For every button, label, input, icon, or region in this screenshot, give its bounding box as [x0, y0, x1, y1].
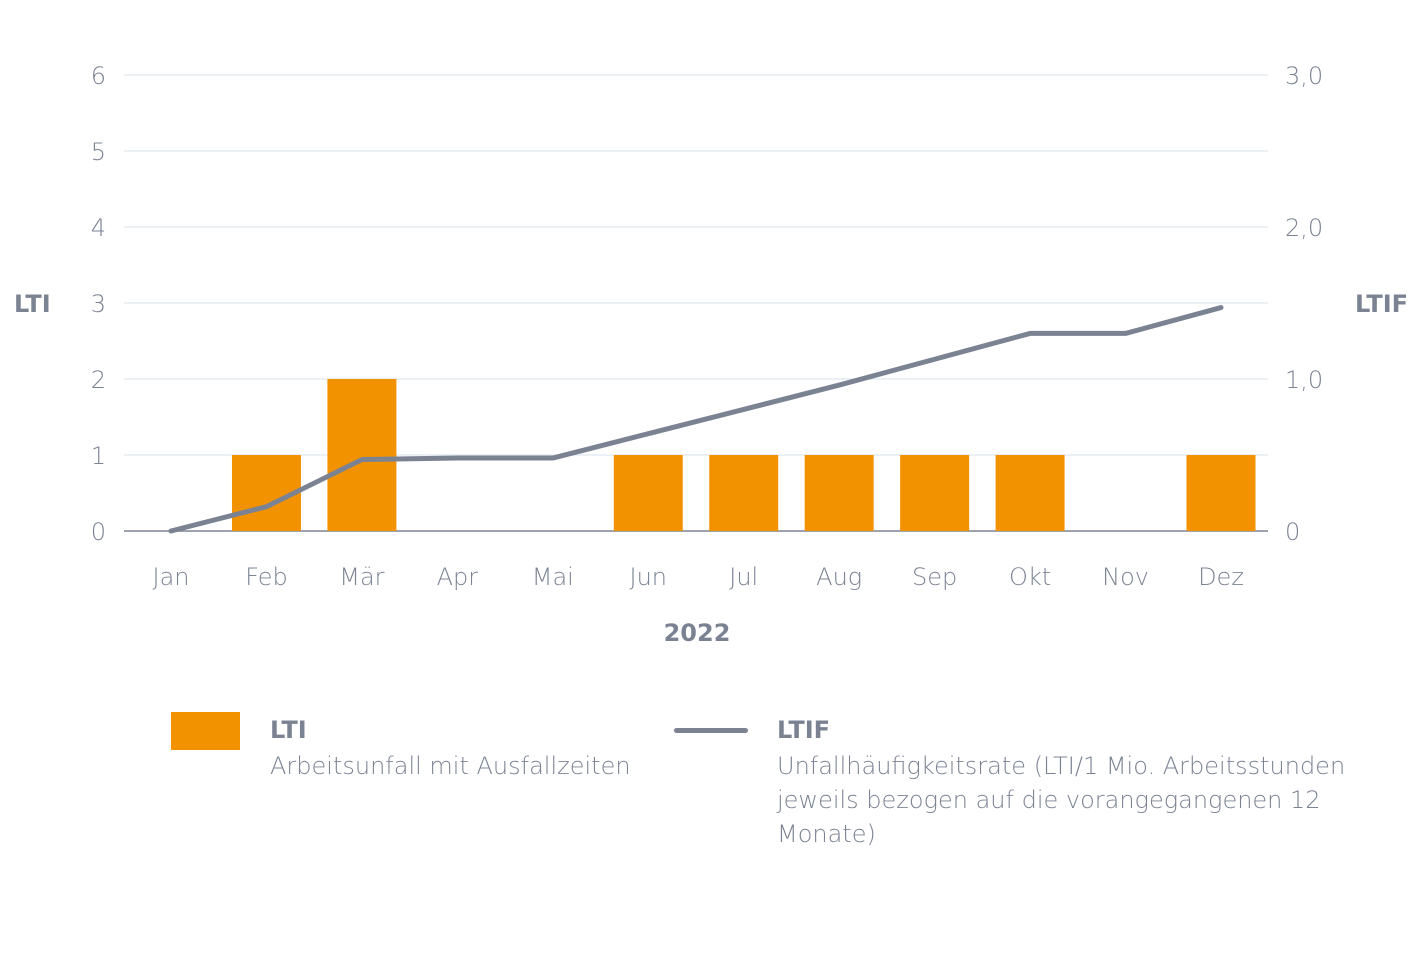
- ltif-line: [168, 305, 1224, 534]
- lti-bar-Dez: [1186, 455, 1256, 531]
- x-tick-label: Mär: [339, 563, 384, 591]
- legend-line-title: LTIF: [777, 716, 831, 744]
- x-tick-label: Jul: [729, 563, 758, 591]
- lti-bar-Mär: [327, 379, 397, 531]
- x-tick-label: Jan: [153, 563, 190, 591]
- left-tick-label: 4: [91, 214, 106, 242]
- right-tick-label: 2,0: [1285, 214, 1323, 242]
- legend-bar-description: Arbeitsunfall mit Ausfallzeiten: [270, 752, 631, 780]
- chart: 0 1 2 3 4 5 6 0 1,0 2,0 3,0 Jan Feb Mär Apr Mai Jun Jul…: [14, 62, 1408, 647]
- x-tick-label: Dez: [1198, 563, 1244, 591]
- lti-bar-Jul: [709, 455, 779, 531]
- x-tick-label: Aug: [816, 563, 862, 591]
- legend-bar-swatch: [171, 712, 240, 750]
- lti-bar-Sep: [900, 455, 970, 531]
- left-axis-title: LTI: [14, 290, 51, 318]
- left-tick-label: 1: [91, 442, 106, 470]
- left-tick-label: 2: [91, 366, 106, 394]
- x-tick-label: Mai: [532, 563, 574, 591]
- legend-line-description-1: Unfallhäufigkeitsrate (LTI/1 Mio. Arbeit…: [777, 752, 1346, 780]
- left-axis-ticks: 0 1 2 3 4 5 6: [91, 62, 106, 546]
- legend-line-description-2: jeweils bezogen auf die vorangegangenen …: [777, 786, 1321, 848]
- right-axis-ticks: 0 1,0 2,0 3,0: [1285, 62, 1323, 546]
- lti-bar-Jun: [613, 455, 683, 531]
- left-tick-label: 0: [91, 518, 106, 546]
- lti-bar-Okt: [995, 455, 1065, 531]
- x-tick-label: Apr: [437, 563, 479, 591]
- left-tick-label: 6: [91, 62, 106, 90]
- x-tick-label: Nov: [1102, 563, 1149, 591]
- lti-bar-Aug: [804, 455, 874, 531]
- x-tick-label: Feb: [245, 563, 288, 591]
- left-tick-label: 5: [91, 138, 106, 166]
- left-tick-label: 3: [91, 290, 106, 318]
- x-tick-label: Jun: [630, 563, 668, 591]
- right-axis-title: LTIF: [1355, 290, 1408, 318]
- right-tick-label: 1,0: [1285, 366, 1323, 394]
- legend-bar-title: LTI: [270, 716, 307, 744]
- grid-lines: [124, 74, 1268, 532]
- lti-bars: [231, 379, 1256, 531]
- x-axis-title: 2022: [664, 619, 731, 647]
- ltif-line-series: [168, 305, 1224, 534]
- legend-line-swatch: [674, 728, 748, 733]
- x-tick-label: Okt: [1009, 563, 1051, 591]
- right-tick-label: 0: [1285, 518, 1300, 546]
- x-axis-ticks: Jan Feb Mär Apr Mai Jun Jul Aug Sep Okt Nov Dez: [153, 563, 1244, 591]
- right-tick-label: 3,0: [1285, 62, 1323, 90]
- x-tick-label: Sep: [912, 563, 957, 591]
